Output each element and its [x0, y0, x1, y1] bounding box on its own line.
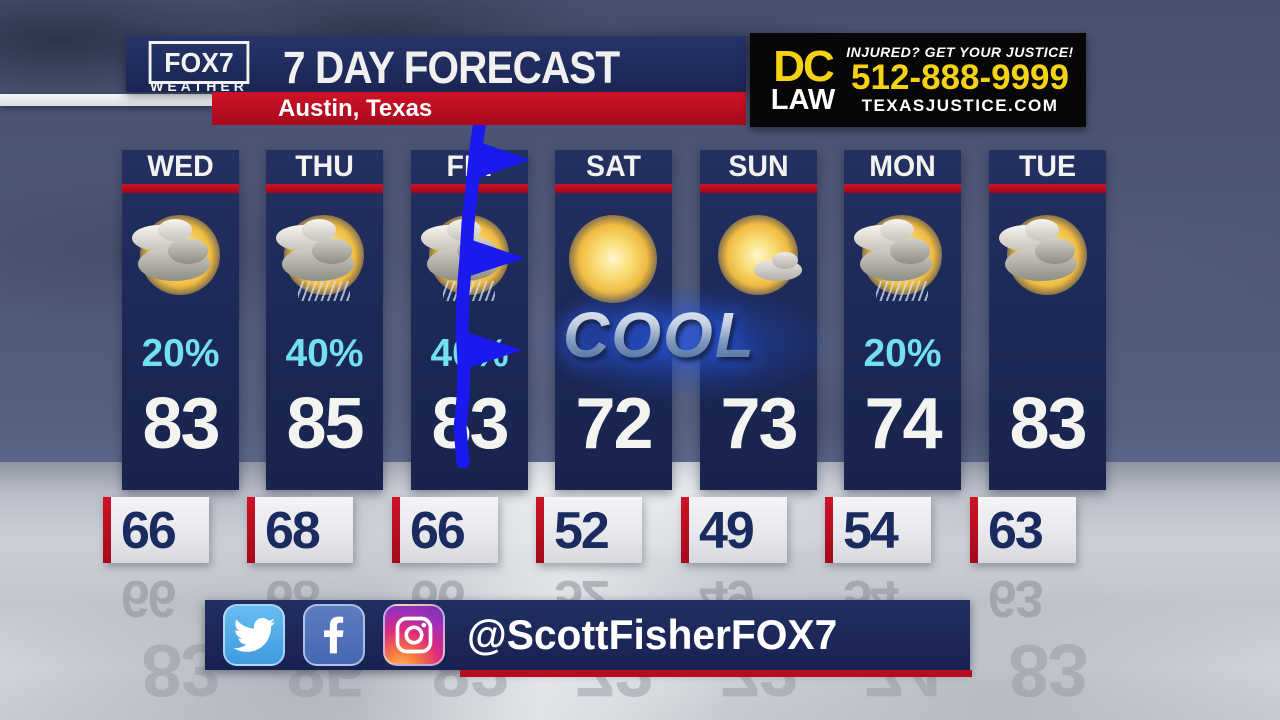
- rain-icon: [298, 281, 350, 301]
- day-divider: [989, 184, 1106, 193]
- low-temp-box: 49: [681, 497, 787, 563]
- page-title: 7 DAY FORECAST: [283, 42, 620, 93]
- low-temp-box: 66: [103, 497, 209, 563]
- weather-icon: [130, 205, 230, 305]
- cloud-icon: [138, 238, 210, 281]
- cloud-icon: [276, 219, 336, 251]
- low-temp-box: 68: [247, 497, 353, 563]
- reflection-low: 63: [988, 569, 1042, 627]
- ad-phone-number: 512-888-9999: [851, 57, 1069, 97]
- ad-brand-top: DC: [773, 42, 835, 92]
- day-label: TUE: [1019, 150, 1076, 183]
- low-temp-box: 66: [392, 497, 498, 563]
- social-handle: @ScottFisherFOX7: [467, 611, 838, 658]
- day-label: SUN: [728, 150, 789, 183]
- forecast-column-wed: WED 20% 83: [122, 150, 239, 490]
- low-temp-box: 52: [536, 497, 642, 563]
- cool-label: COOL: [563, 299, 756, 371]
- low-temp: 49: [699, 502, 755, 560]
- day-label: THU: [295, 150, 354, 183]
- forecast-column-tue: TUE 83: [989, 150, 1106, 490]
- instagram-icon: [383, 604, 445, 666]
- low-temp: 66: [410, 502, 466, 560]
- rain-icon: [876, 281, 928, 301]
- weather-logo-text: WEATHER: [150, 78, 248, 94]
- low-temp-box: 63: [970, 497, 1076, 563]
- ad-text-block: INJURED? GET YOUR JUSTICE! 512-888-9999 …: [840, 44, 1080, 117]
- weather-icon: [852, 205, 952, 305]
- low-temp: 68: [265, 502, 321, 560]
- weather-icon: [274, 205, 374, 305]
- day-divider: [122, 184, 239, 193]
- location-bar: Austin, Texas: [212, 92, 746, 125]
- sponsor-ad: DC LAW INJURED? GET YOUR JUSTICE! 512-88…: [750, 33, 1086, 127]
- ad-tagline: INJURED? GET YOUR JUSTICE!: [846, 43, 1074, 60]
- forecast-column-thu: THU 40% 85: [266, 150, 383, 490]
- reflection-high: 83: [1008, 629, 1087, 712]
- facebook-icon: [303, 604, 365, 666]
- forecast-column-mon: MON 20% 74: [844, 150, 961, 490]
- cloud-icon: [754, 252, 802, 281]
- low-temp: 63: [988, 502, 1044, 560]
- high-temp: 83: [142, 384, 220, 464]
- day-label: WED: [147, 150, 214, 183]
- low-temp: 52: [554, 502, 610, 560]
- day-divider: [266, 184, 383, 193]
- weather-icon: [708, 205, 808, 305]
- cold-front-line: [453, 118, 530, 468]
- day-label: SAT: [586, 150, 641, 183]
- weather-icon: [997, 205, 1097, 305]
- fox7-logo: FOX7: [148, 41, 250, 84]
- set-beam: [0, 94, 212, 106]
- low-temp: 54: [843, 502, 899, 560]
- cloud-icon: [999, 219, 1059, 251]
- location-label: Austin, Texas: [278, 94, 433, 122]
- day-divider: [700, 184, 817, 193]
- day-label: MON: [869, 150, 936, 183]
- high-temp: 83: [1009, 384, 1087, 464]
- station-name: FOX7: [164, 46, 234, 78]
- ad-brand-bottom: LAW: [770, 83, 836, 116]
- low-temp: 66: [121, 502, 177, 560]
- high-temp: 85: [286, 384, 364, 464]
- precip-chance: 20%: [863, 332, 942, 375]
- high-temp: 83: [431, 384, 509, 464]
- day-divider: [844, 184, 961, 193]
- reflection-low: 66: [121, 569, 175, 627]
- cloud-icon: [132, 219, 192, 251]
- ad-website: TEXASJUSTICE.COM: [861, 96, 1059, 116]
- cloud-icon: [1005, 238, 1077, 281]
- ad-brand-logo: DC LAW: [766, 42, 840, 116]
- high-temp: 74: [864, 384, 942, 464]
- cloud-icon: [282, 238, 354, 281]
- cool-glow: [530, 282, 840, 402]
- low-temp-box: 54: [825, 497, 931, 563]
- twitter-icon: [223, 604, 285, 666]
- cloud-icon: [860, 238, 932, 281]
- precip-chance: 40%: [285, 332, 364, 375]
- day-divider: [555, 184, 672, 193]
- precip-chance: 20%: [141, 332, 220, 375]
- social-underline: [460, 670, 972, 677]
- social-bar: @ScottFisherFOX7: [205, 600, 970, 670]
